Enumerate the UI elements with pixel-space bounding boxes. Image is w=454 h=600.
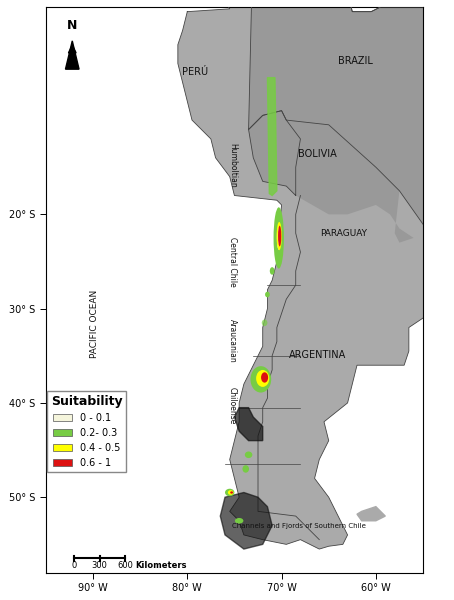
Text: Humboltian: Humboltian <box>228 143 237 188</box>
Text: ARGENTINA: ARGENTINA <box>289 350 346 360</box>
Ellipse shape <box>251 366 271 392</box>
Ellipse shape <box>265 292 270 298</box>
Text: 0: 0 <box>72 561 77 570</box>
Polygon shape <box>357 506 385 521</box>
Ellipse shape <box>261 372 268 383</box>
Ellipse shape <box>274 207 284 269</box>
Text: Kilometers: Kilometers <box>135 561 187 570</box>
Text: 300: 300 <box>92 561 108 570</box>
Polygon shape <box>249 0 454 271</box>
Text: Channels and Fjords of Southern Chile: Channels and Fjords of Southern Chile <box>232 523 365 529</box>
Text: N: N <box>67 19 78 32</box>
Polygon shape <box>234 407 263 440</box>
Ellipse shape <box>278 226 281 247</box>
Ellipse shape <box>242 465 249 473</box>
Ellipse shape <box>245 451 252 458</box>
Polygon shape <box>357 167 414 242</box>
Polygon shape <box>267 77 277 196</box>
Polygon shape <box>65 41 79 69</box>
Ellipse shape <box>235 518 243 524</box>
Ellipse shape <box>262 319 267 326</box>
Text: BRAZIL: BRAZIL <box>338 56 373 65</box>
Ellipse shape <box>228 490 233 495</box>
Ellipse shape <box>256 370 269 387</box>
Ellipse shape <box>278 227 281 245</box>
Ellipse shape <box>276 222 282 250</box>
Text: PERÚ: PERÚ <box>182 67 208 77</box>
Legend: 0 - 0.1, 0.2- 0.3, 0.4 - 0.5, 0.6 - 1: 0 - 0.1, 0.2- 0.3, 0.4 - 0.5, 0.6 - 1 <box>47 391 126 472</box>
Text: Chiloense: Chiloense <box>228 387 237 424</box>
Polygon shape <box>220 493 272 549</box>
Ellipse shape <box>225 489 234 496</box>
Text: PARAGUAY: PARAGUAY <box>321 229 367 238</box>
Text: Araucanian: Araucanian <box>228 319 237 362</box>
Polygon shape <box>178 0 454 549</box>
Polygon shape <box>249 110 400 214</box>
Ellipse shape <box>277 226 281 250</box>
Ellipse shape <box>230 491 233 494</box>
Text: Central Chile: Central Chile <box>228 236 237 286</box>
Text: BOLIVIA: BOLIVIA <box>298 149 337 159</box>
Text: PACIFIC OCEAN: PACIFIC OCEAN <box>90 290 99 358</box>
Ellipse shape <box>270 267 275 275</box>
Text: 600: 600 <box>117 561 133 570</box>
